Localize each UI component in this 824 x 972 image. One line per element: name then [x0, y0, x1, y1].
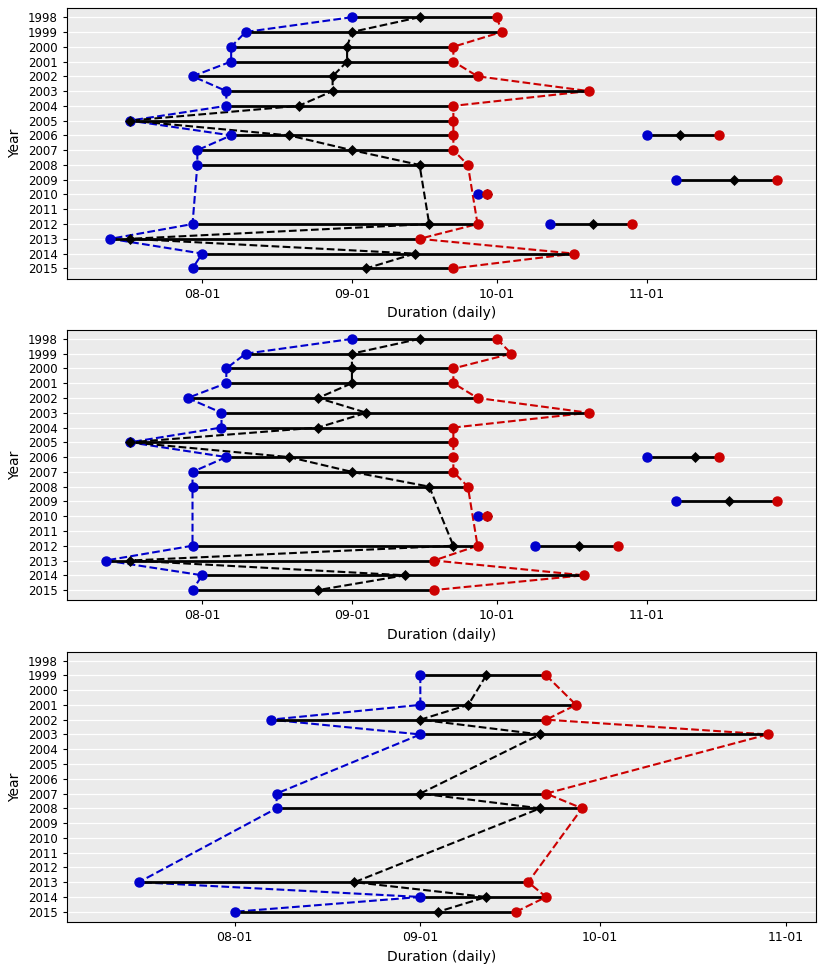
Y-axis label: Year: Year — [8, 129, 22, 158]
Y-axis label: Year: Year — [8, 450, 22, 480]
X-axis label: Duration (daily): Duration (daily) — [386, 950, 496, 963]
X-axis label: Duration (daily): Duration (daily) — [386, 628, 496, 642]
X-axis label: Duration (daily): Duration (daily) — [386, 306, 496, 321]
Y-axis label: Year: Year — [8, 772, 22, 802]
